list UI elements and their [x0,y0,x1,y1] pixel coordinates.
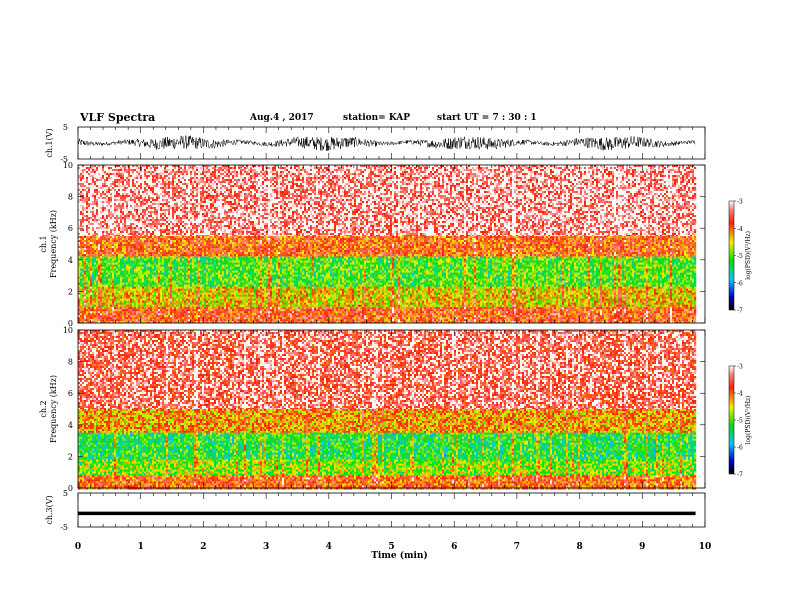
ch1-spectrogram-colorbar [728,200,735,311]
start-time-label: start UT = 7 : 30 : 1 [437,113,537,123]
ch1-waveform-trace [77,134,696,151]
time-tick-label: 7 [514,542,520,552]
ch1-spectrogram-ytick-label: 6 [68,224,73,233]
ch2-spectrogram-colorbar-tick-label: -5 [737,418,743,425]
ch1-spectrogram-colorbar-tick-label: -3 [737,199,743,206]
ch1-spectrogram-ylabel-frequency: Frequency (kHz) [49,210,58,278]
time-tick-label: 10 [699,542,712,552]
time-tick-label: 3 [263,542,269,552]
ch2-spectrogram-ytick-label: 8 [68,358,73,367]
ch3-waveform-ytick-label: -5 [60,523,68,532]
ch2-spectrogram-colorbar [728,365,735,475]
ch2-spectrogram-colorbar-tick-label: -4 [737,391,743,398]
ch1-spectrogram-ytick-label: 10 [63,161,73,170]
ch1-spectrogram-ytick-label: 2 [68,287,73,296]
ch2-spectrogram-colorbar-label: log(PSD)(V²/Hz) [745,396,752,445]
time-axis-label: Time (min) [371,550,428,561]
ch2-spectrogram-colorbar-tick-label: -7 [737,472,743,479]
ch1-waveform-ytick-label: -5 [60,155,68,164]
time-tick-label: 1 [138,542,144,552]
ch1-waveform-ylabel: ch.1(V) [45,128,54,157]
ch2-spectrogram-colorbar-tick-label: -3 [737,364,743,371]
ch1-spectrogram-colorbar-tick-label: -7 [737,308,743,315]
ch2-spectrogram-ytick-label: 6 [68,389,73,398]
ch2-spectrogram-ytick-label: 2 [68,452,73,461]
ch1-spectrogram-ytick-label: 0 [68,319,73,328]
ch2-spectrogram-cells [78,330,697,490]
time-tick-label: 4 [326,542,332,552]
time-tick-label: 9 [639,542,645,552]
ch1-spectrogram-colorbar-label: log(PSD)(V²/Hz) [745,231,752,280]
time-tick-label: 8 [576,542,582,552]
ch1-waveform-panel: 5 -5 ch.1(V) [45,123,706,164]
ch2-spectrogram-ytick-label: 4 [68,421,73,430]
ch2-spectrogram-colorbar-tick-label: -6 [737,445,743,452]
ch3-waveform-ylabel: ch.3(V) [45,495,54,524]
ch2-spectrogram-ytick-label: 10 [63,326,73,335]
date-label: Aug.4 , 2017 [250,113,314,123]
ch1-spectrogram-ylabel-channel: ch.1 [39,235,48,252]
ch2-spectrogram-panel: 0 2 4 6 8 10 ch.2 Frequency (kHz) -3 -4 -5 -6 -7 log(… [39,326,752,493]
figure-title: VLF Spectra [80,111,155,124]
ch1-spectrogram-ytick-label: 8 [68,193,73,202]
ch1-spectrogram-colorbar-tick-label: -4 [737,226,743,233]
ch2-spectrogram-ylabel-frequency: Frequency (kHz) [49,375,58,443]
ch1-spectrogram-cells [78,165,697,324]
ch1-spectrogram-panel: 0 2 4 6 8 10 ch.1 Frequency (kHz) -3 -4 -5 -6 -7 log(… [39,161,752,328]
time-tick-label: 0 [75,542,81,552]
time-tick-label: 5 [388,542,394,552]
ch1-spectrogram-colorbar-tick-label: -5 [737,253,743,260]
time-tick-label: 2 [200,542,206,552]
time-tick-label: 6 [451,542,457,552]
time-axis: 0 1 2 3 4 5 6 7 8 9 10 Time (min) [75,542,711,561]
station-label: station= KAP [343,113,410,123]
ch3-waveform-ytick-label: 5 [63,489,68,498]
ch1-spectrogram-ytick-label: 4 [68,256,73,265]
ch1-spectrogram-colorbar-tick-label: -6 [737,280,743,287]
ch2-spectrogram-ylabel-channel: ch.2 [39,400,48,417]
ch1-waveform-ytick-label: 5 [63,123,68,132]
ch3-waveform-panel: 5 -5 ch.3(V) [45,489,706,532]
ch2-spectrogram-ytick-label: 0 [68,484,73,493]
